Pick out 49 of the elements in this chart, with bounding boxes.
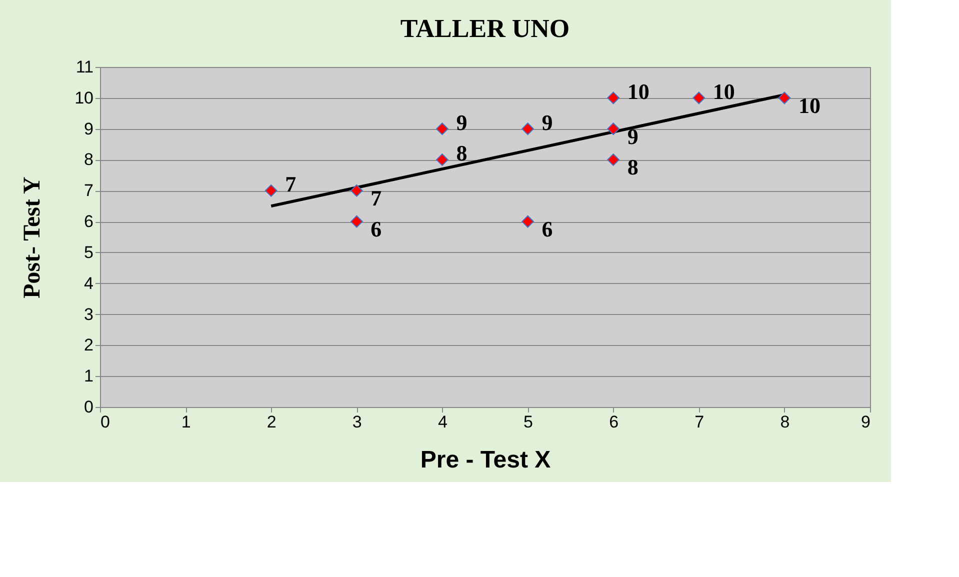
data-label: 9 bbox=[627, 124, 638, 149]
data-label: 6 bbox=[542, 216, 553, 242]
y-tick-label: 6 bbox=[84, 212, 94, 232]
data-label: 9 bbox=[542, 110, 553, 135]
point bbox=[692, 92, 706, 104]
chart-title: TALLER UNO bbox=[400, 14, 570, 43]
x-tick-label: 2 bbox=[266, 412, 276, 432]
y-tick-label: 1 bbox=[84, 366, 94, 386]
data-label: 10 bbox=[712, 78, 735, 104]
data-label: 8 bbox=[627, 154, 638, 180]
x-tick-label: 1 bbox=[181, 412, 191, 432]
x-tick-label: 3 bbox=[352, 412, 362, 432]
x-tick-label: 5 bbox=[524, 412, 534, 432]
y-tick-label: 7 bbox=[84, 181, 94, 200]
point bbox=[436, 154, 448, 166]
data-label: 9 bbox=[456, 110, 468, 135]
point bbox=[350, 215, 363, 228]
y-tick-label: 3 bbox=[84, 304, 94, 324]
point bbox=[607, 92, 620, 104]
point bbox=[607, 122, 620, 136]
data-label: 6 bbox=[370, 216, 382, 242]
y-tick-label: 11 bbox=[76, 58, 94, 76]
x-tick-label: 6 bbox=[609, 412, 619, 432]
point bbox=[350, 184, 363, 197]
point bbox=[778, 92, 791, 104]
x-tick-label: 0 bbox=[100, 412, 110, 432]
y-tick-label: 2 bbox=[84, 336, 94, 355]
x-axis-title: Pre - Test X bbox=[420, 446, 551, 474]
point bbox=[264, 184, 278, 197]
data-label: 10 bbox=[627, 78, 650, 104]
point bbox=[522, 122, 534, 136]
point bbox=[436, 122, 448, 136]
data-label: 7 bbox=[285, 172, 296, 197]
data-label: 7 bbox=[370, 186, 382, 211]
y-tick-label: 5 bbox=[84, 242, 94, 262]
data-label: 8 bbox=[456, 140, 468, 166]
point bbox=[522, 215, 534, 228]
x-tick-label: 4 bbox=[438, 412, 448, 432]
y-tick-label: 0 bbox=[84, 398, 94, 416]
data-label: 10 bbox=[798, 92, 820, 118]
y-tick-label: 4 bbox=[84, 274, 94, 293]
y-tick-label: 10 bbox=[74, 88, 94, 108]
y-tick-label: 8 bbox=[84, 150, 94, 170]
x-tick-label: 9 bbox=[861, 412, 870, 432]
point bbox=[607, 154, 620, 166]
x-tick-label: 8 bbox=[780, 412, 790, 432]
x-tick-label: 7 bbox=[694, 412, 704, 432]
y-axis-title: Post- Test Y bbox=[20, 176, 46, 298]
y-tick-label: 9 bbox=[84, 119, 94, 138]
